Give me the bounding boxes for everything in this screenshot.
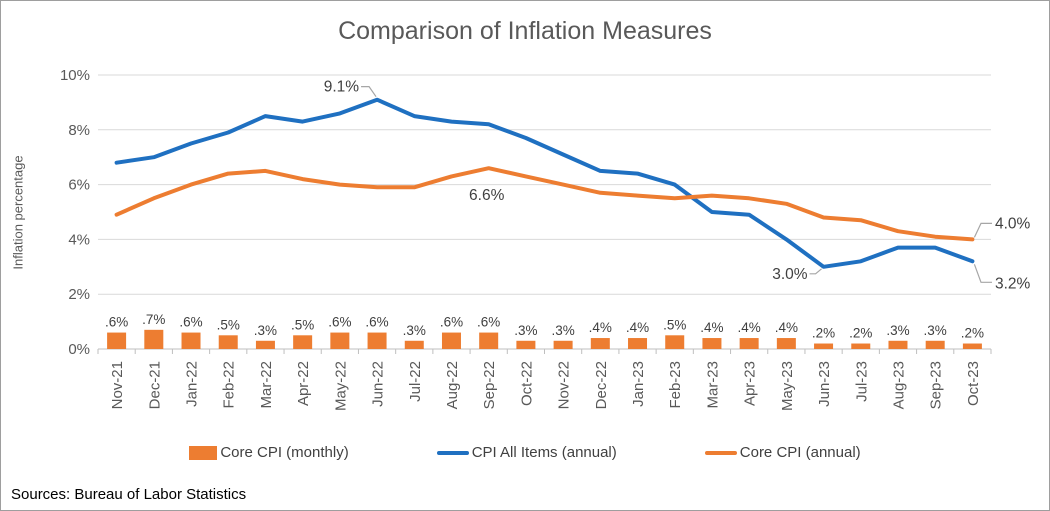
chart-title: Comparison of Inflation Measures [338, 17, 712, 45]
svg-text:Mar-22: Mar-22 [258, 361, 275, 409]
sources-note: Sources: Bureau of Labor Statistics [11, 486, 247, 503]
svg-text:Mar-23: Mar-23 [704, 361, 721, 409]
svg-text:.5%: .5% [663, 317, 686, 332]
svg-text:.2%: .2% [812, 326, 835, 341]
svg-text:.4%: .4% [738, 320, 761, 335]
y-axis-tick-labels: 0% 2% 4% 6% 8% 10% [60, 67, 90, 358]
svg-text:Dec-22: Dec-22 [593, 361, 610, 409]
svg-text:Oct-23: Oct-23 [965, 361, 982, 406]
svg-text:4.0%: 4.0% [995, 215, 1031, 232]
legend-label-cpi-all-items: CPI All Items (annual) [471, 444, 617, 461]
svg-text:Feb-23: Feb-23 [667, 361, 684, 409]
svg-text:Aug-22: Aug-22 [444, 361, 461, 409]
svg-text:.6%: .6% [477, 315, 500, 330]
svg-text:.2%: .2% [961, 326, 984, 341]
svg-text:9.1%: 9.1% [324, 79, 360, 96]
svg-text:.7%: .7% [142, 312, 165, 327]
bar-swatch-icon [189, 445, 218, 460]
svg-text:Dec-21: Dec-21 [146, 361, 163, 409]
svg-text:.6%: .6% [440, 315, 463, 330]
svg-text:.3%: .3% [514, 323, 537, 338]
svg-text:.3%: .3% [403, 323, 426, 338]
svg-text:Oct-22: Oct-22 [518, 361, 535, 406]
gridlines [98, 74, 991, 295]
svg-text:Sep-23: Sep-23 [928, 361, 945, 409]
svg-text:4%: 4% [68, 231, 90, 248]
svg-text:.6%: .6% [105, 315, 128, 330]
svg-text:Apr-23: Apr-23 [742, 361, 759, 406]
svg-text:Jun-23: Jun-23 [816, 361, 833, 407]
svg-text:Sep-22: Sep-22 [481, 361, 498, 409]
line-cpi-all-items-annual [114, 97, 975, 269]
svg-text:May-22: May-22 [332, 361, 349, 411]
svg-text:.5%: .5% [217, 317, 240, 332]
svg-text:Nov-22: Nov-22 [556, 361, 573, 409]
svg-text:Feb-22: Feb-22 [221, 361, 238, 409]
svg-text:.4%: .4% [700, 320, 723, 335]
svg-text:6.6%: 6.6% [469, 187, 505, 204]
x-axis-category-labels: Nov-21 Dec-21 Jan-22 Feb-22 Mar-22 Apr-22 May-… [109, 361, 982, 411]
svg-text:.4%: .4% [589, 320, 612, 335]
svg-text:10%: 10% [60, 67, 90, 84]
svg-text:.4%: .4% [626, 320, 649, 335]
annotations: 9.1% 6.6% 3.0% 4.0% 3.2% [324, 79, 1031, 293]
x-axis [97, 348, 992, 354]
svg-text:3.2%: 3.2% [995, 275, 1031, 292]
svg-text:Apr-22: Apr-22 [295, 361, 312, 406]
svg-text:.5%: .5% [291, 317, 314, 332]
svg-text:.2%: .2% [849, 326, 872, 341]
svg-text:6%: 6% [68, 177, 90, 194]
svg-text:.3%: .3% [924, 323, 947, 338]
legend-item-cpi-all-items: CPI All Items (annual) [436, 444, 617, 461]
svg-text:Jul-23: Jul-23 [853, 361, 870, 402]
line-swatch-icon [436, 450, 469, 455]
svg-text:.6%: .6% [365, 315, 388, 330]
svg-text:3.0%: 3.0% [772, 266, 808, 283]
svg-text:Jan-23: Jan-23 [630, 361, 647, 407]
legend-item-core-cpi-monthly: Core CPI (monthly) [189, 444, 349, 461]
svg-text:.3%: .3% [254, 323, 277, 338]
svg-text:8%: 8% [68, 122, 90, 139]
svg-text:Jun-22: Jun-22 [370, 361, 387, 407]
svg-text:Nov-21: Nov-21 [109, 361, 126, 409]
legend-item-core-cpi-annual: Core CPI (annual) [704, 444, 861, 461]
svg-text:.4%: .4% [775, 320, 798, 335]
legend: Core CPI (monthly) CPI All Items (annual… [1, 444, 1049, 461]
line-swatch-icon [704, 450, 737, 455]
legend-label-core-cpi-monthly: Core CPI (monthly) [220, 444, 349, 461]
svg-text:Jan-22: Jan-22 [184, 361, 201, 407]
line-core-cpi-annual [114, 166, 975, 242]
svg-text:.6%: .6% [179, 315, 202, 330]
svg-text:Aug-23: Aug-23 [890, 361, 907, 409]
svg-text:2%: 2% [68, 286, 90, 303]
bars-core-cpi-monthly [107, 329, 982, 349]
svg-text:.3%: .3% [551, 323, 574, 338]
svg-text:.6%: .6% [328, 315, 351, 330]
svg-text:0%: 0% [68, 341, 90, 358]
bar-data-labels: .6% .7% .6% .5% .3% .5% .6% .6% .3% .6% .6% .3% .3%.… [105, 312, 984, 341]
legend-label-core-cpi-annual: Core CPI (annual) [739, 444, 861, 461]
svg-text:.3%: .3% [886, 323, 909, 338]
svg-text:Jul-22: Jul-22 [407, 361, 424, 402]
svg-text:May-23: May-23 [779, 361, 796, 411]
